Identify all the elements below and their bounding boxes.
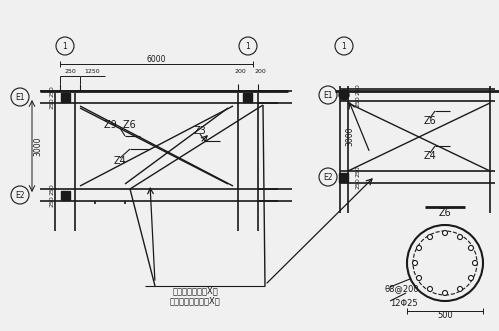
Text: 1: 1 <box>342 41 346 51</box>
Text: 1: 1 <box>63 41 67 51</box>
Text: 250: 250 <box>355 83 360 95</box>
Text: 250: 250 <box>49 97 54 109</box>
Bar <box>339 172 348 181</box>
Circle shape <box>473 260 478 265</box>
Text: θ8@200: θ8@200 <box>385 285 420 294</box>
Circle shape <box>469 246 474 251</box>
Text: E1: E1 <box>323 90 333 100</box>
Circle shape <box>458 235 463 240</box>
Text: 500: 500 <box>437 311 453 320</box>
Bar <box>60 92 69 102</box>
Text: 250: 250 <box>49 85 54 97</box>
Text: 250: 250 <box>64 69 76 73</box>
Bar <box>60 191 69 200</box>
Circle shape <box>469 275 474 280</box>
Text: 1: 1 <box>246 41 250 51</box>
Text: 250: 250 <box>355 177 360 189</box>
Text: 竣工程洽商记录X号: 竣工程洽商记录X号 <box>172 287 218 296</box>
Text: Z9  Z6: Z9 Z6 <box>104 120 136 130</box>
Text: 250: 250 <box>355 165 360 177</box>
Text: E1: E1 <box>15 92 25 102</box>
Text: 3000: 3000 <box>345 126 354 146</box>
Text: 250: 250 <box>49 183 54 195</box>
Circle shape <box>428 287 433 292</box>
Text: 见设计变更通知单X号: 见设计变更通知单X号 <box>170 297 221 306</box>
Text: Z6: Z6 <box>439 208 452 218</box>
Circle shape <box>458 287 463 292</box>
Circle shape <box>413 260 418 265</box>
Text: 1250: 1250 <box>84 69 100 73</box>
Circle shape <box>428 235 433 240</box>
Text: 6000: 6000 <box>147 55 166 64</box>
Circle shape <box>417 246 422 251</box>
Text: Z4: Z4 <box>424 151 436 161</box>
Text: Z3: Z3 <box>194 126 207 136</box>
Text: 12Φ25: 12Φ25 <box>390 299 418 307</box>
Circle shape <box>443 230 448 235</box>
Circle shape <box>443 291 448 296</box>
Text: 200: 200 <box>234 69 246 73</box>
Text: E2: E2 <box>323 172 333 181</box>
Text: 250: 250 <box>355 95 360 107</box>
Text: Z4: Z4 <box>114 156 126 166</box>
Text: 200: 200 <box>254 69 266 73</box>
Text: 250: 250 <box>49 195 54 207</box>
Text: 3000: 3000 <box>33 136 42 156</box>
Circle shape <box>339 90 349 100</box>
Text: Z6: Z6 <box>424 116 436 126</box>
Bar <box>244 92 252 102</box>
Circle shape <box>417 275 422 280</box>
Text: E2: E2 <box>15 191 25 200</box>
